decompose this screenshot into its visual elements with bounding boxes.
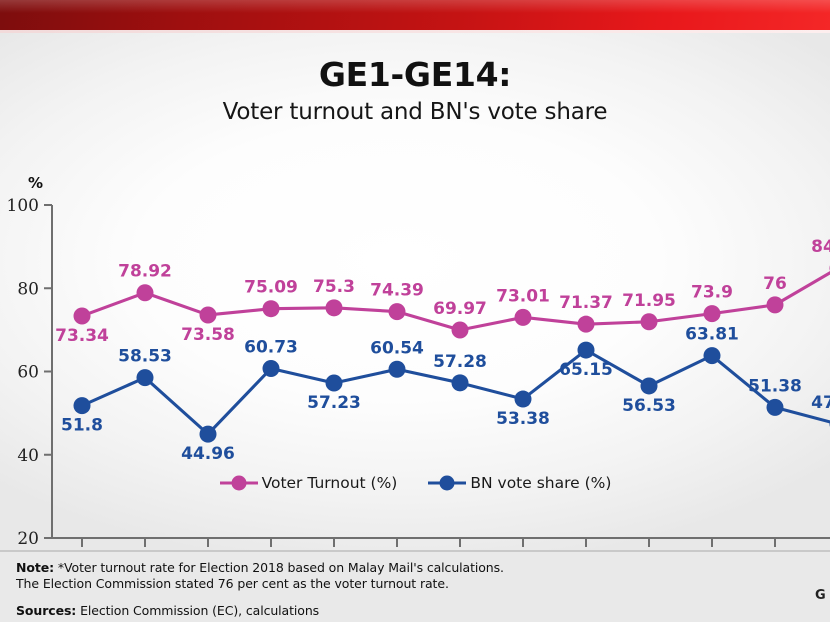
data-point-marker[interactable] bbox=[199, 306, 217, 324]
data-point-label: 84.84 bbox=[811, 237, 830, 257]
data-point-marker[interactable] bbox=[136, 369, 154, 387]
note-line-1: Note: *Voter turnout rate for Election 2… bbox=[16, 560, 814, 576]
y-tick-label: 100 bbox=[7, 196, 39, 216]
y-tick-label: 20 bbox=[17, 529, 39, 549]
y-axis-tick-labels: 100 80 60 40 20 bbox=[7, 196, 39, 549]
data-point-marker[interactable] bbox=[514, 390, 532, 408]
chart-value-labels: 73.34 78.92 73.58 75.09 75.3 74.39 69.97 73.01 7… bbox=[55, 237, 830, 464]
data-point-label: 73.9 bbox=[691, 283, 733, 303]
y-tick-label: 40 bbox=[17, 446, 39, 466]
data-point-marker[interactable] bbox=[262, 300, 280, 318]
data-point-label: 63.81 bbox=[685, 325, 739, 345]
data-point-label: 47.38 bbox=[811, 393, 830, 413]
data-point-marker[interactable] bbox=[514, 308, 532, 326]
title-block: GE1-GE14: Voter turnout and BN's vote sh… bbox=[0, 55, 830, 125]
legend-label: Voter Turnout (%) bbox=[261, 474, 398, 492]
data-point-label: 76 bbox=[763, 274, 787, 294]
data-point-marker[interactable] bbox=[703, 305, 721, 323]
sources-text: Election Commission (EC), calculations bbox=[80, 603, 320, 618]
data-point-label: 57.23 bbox=[307, 393, 361, 413]
footer-divider bbox=[0, 550, 830, 552]
legend-marker-icon bbox=[219, 475, 258, 491]
data-point-label: 56.53 bbox=[622, 396, 676, 416]
data-point-label: 65.15 bbox=[559, 360, 613, 380]
chart-series bbox=[73, 265, 830, 443]
data-point-marker[interactable] bbox=[136, 284, 154, 302]
data-point-label: 71.95 bbox=[622, 291, 676, 311]
data-point-marker[interactable] bbox=[577, 315, 595, 333]
note-label: Note: bbox=[16, 560, 55, 575]
note-text-1: *Voter turnout rate for Election 2018 ba… bbox=[57, 560, 504, 575]
data-point-label: 73.58 bbox=[181, 325, 235, 345]
data-point-label: 60.73 bbox=[244, 337, 298, 357]
data-point-label: 57.28 bbox=[433, 352, 487, 372]
data-point-marker[interactable] bbox=[703, 347, 721, 365]
footer: Note: *Voter turnout rate for Election 2… bbox=[0, 552, 830, 622]
legend-label: BN vote share (%) bbox=[470, 474, 612, 492]
data-point-marker[interactable] bbox=[640, 377, 658, 395]
data-point-label: 44.96 bbox=[181, 444, 235, 464]
data-point-marker[interactable] bbox=[766, 398, 784, 416]
y-tick-label: 80 bbox=[17, 279, 39, 299]
data-point-label: 58.53 bbox=[118, 347, 172, 367]
data-point-marker[interactable] bbox=[640, 313, 658, 331]
data-point-label: 75.3 bbox=[313, 277, 355, 297]
sources-label: Sources: bbox=[16, 603, 77, 618]
banner-underline bbox=[0, 30, 830, 33]
data-point-marker[interactable] bbox=[73, 307, 91, 325]
data-point-marker[interactable] bbox=[325, 299, 343, 317]
data-point-label: 71.37 bbox=[559, 293, 613, 313]
data-point-label: 51.8 bbox=[61, 416, 103, 436]
data-point-marker[interactable] bbox=[199, 425, 217, 443]
data-point-label: 73.01 bbox=[496, 286, 550, 306]
legend-item-2[interactable]: BN vote share (%) bbox=[427, 474, 611, 492]
data-point-marker[interactable] bbox=[388, 360, 406, 378]
banner-gloss bbox=[0, 0, 830, 13]
data-point-marker[interactable] bbox=[577, 341, 595, 359]
legend-item-1[interactable]: Voter Turnout (%) bbox=[219, 474, 398, 492]
data-point-label: 51.38 bbox=[748, 376, 802, 396]
data-point-label: 74.39 bbox=[370, 281, 424, 301]
page-title: GE1-GE14: bbox=[318, 55, 512, 94]
data-point-marker[interactable] bbox=[325, 374, 343, 392]
y-tick-label: 60 bbox=[17, 363, 39, 383]
corner-watermark: G bbox=[815, 588, 826, 603]
chart-card: GE1-GE14: Voter turnout and BN's vote sh… bbox=[0, 33, 830, 583]
page-subtitle: Voter turnout and BN's vote share bbox=[222, 99, 608, 125]
sources-line: Sources: Election Commission (EC), calcu… bbox=[16, 603, 814, 619]
data-point-label: 53.38 bbox=[496, 409, 550, 429]
data-point-marker[interactable] bbox=[451, 321, 469, 339]
data-point-label: 78.92 bbox=[118, 262, 172, 282]
note-line-2: The Election Commission stated 76 per ce… bbox=[16, 576, 449, 591]
data-point-label: 69.97 bbox=[433, 299, 487, 319]
data-point-marker[interactable] bbox=[262, 359, 280, 377]
data-point-marker[interactable] bbox=[451, 374, 469, 392]
y-axis-unit-label: % bbox=[28, 174, 43, 192]
data-point-marker[interactable] bbox=[388, 303, 406, 321]
data-point-label: 75.09 bbox=[244, 278, 298, 298]
data-point-marker[interactable] bbox=[73, 397, 91, 415]
data-point-label: 60.54 bbox=[370, 338, 424, 358]
chart-axes bbox=[44, 204, 830, 547]
top-red-banner bbox=[0, 0, 830, 30]
legend-marker-icon bbox=[428, 475, 467, 491]
chart-legend: Voter Turnout (%) BN vote share (%) bbox=[0, 474, 830, 492]
data-point-label: 73.34 bbox=[55, 326, 109, 346]
data-point-marker[interactable] bbox=[766, 296, 784, 314]
